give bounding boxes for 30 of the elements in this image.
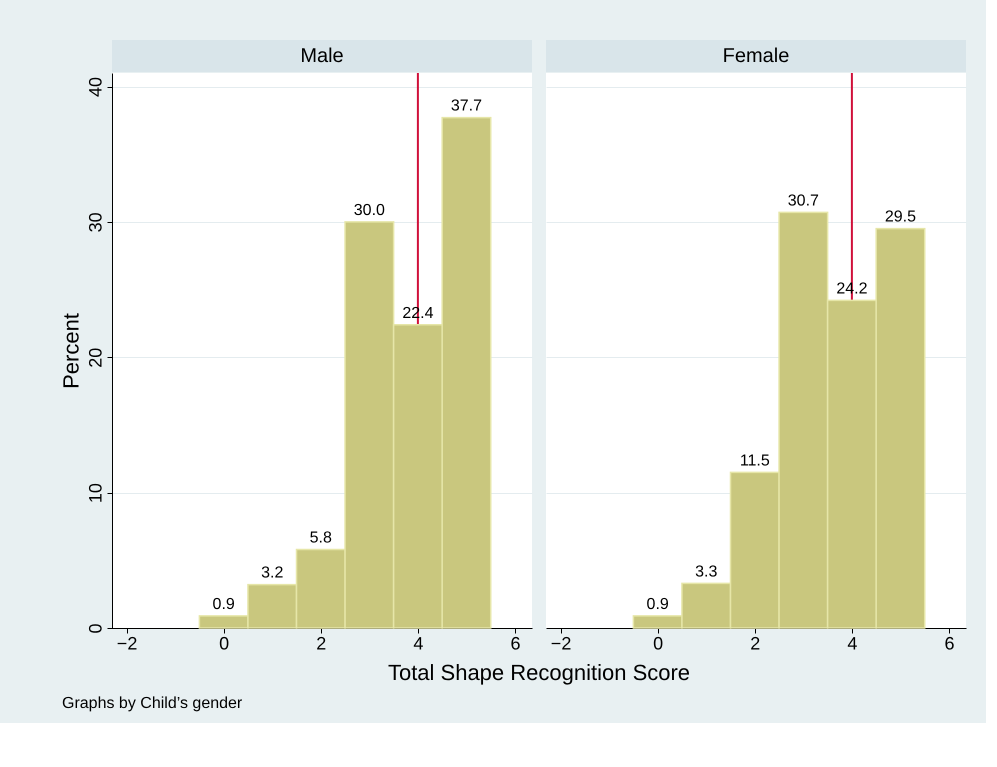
data-label: 0.9 [646, 596, 669, 613]
x-tick-label: 2 [750, 634, 760, 654]
data-label: 5.8 [310, 529, 332, 546]
y-tick-label: 0 [86, 623, 106, 634]
x-tick-label: 4 [413, 634, 424, 654]
chart-title: Male [300, 45, 344, 67]
x-tick-label: 0 [653, 634, 664, 654]
data-label: 29.5 [884, 208, 916, 226]
text: Graphs by Child’s gender [62, 695, 243, 712]
x-tick-label: 2 [316, 634, 326, 654]
data-label: 0.9 [212, 596, 235, 613]
y-tick-label: 10 [86, 483, 106, 504]
data-label: 30.7 [788, 192, 820, 210]
y-axis-title: Percent [58, 313, 84, 389]
data-label: 3.2 [261, 564, 284, 582]
x-axis-title: Total Shape Recognition Score [388, 660, 690, 685]
data-label: 11.5 [740, 452, 770, 470]
y-tick-label: 40 [86, 77, 106, 98]
x-tick-label: 6 [944, 634, 955, 654]
chart-title: Female [722, 45, 790, 67]
x-tick-label: −2 [550, 634, 572, 654]
y-tick-label: 20 [86, 348, 106, 368]
x-tick-label: 4 [847, 634, 858, 654]
data-label: 37.7 [450, 98, 482, 115]
data-label: 3.3 [695, 563, 718, 580]
data-label: 30.0 [354, 202, 386, 219]
x-tick-label: 0 [219, 634, 230, 654]
x-tick-label: 6 [510, 634, 521, 654]
y-tick-label: 30 [86, 212, 106, 232]
x-tick-label: −2 [116, 634, 138, 654]
